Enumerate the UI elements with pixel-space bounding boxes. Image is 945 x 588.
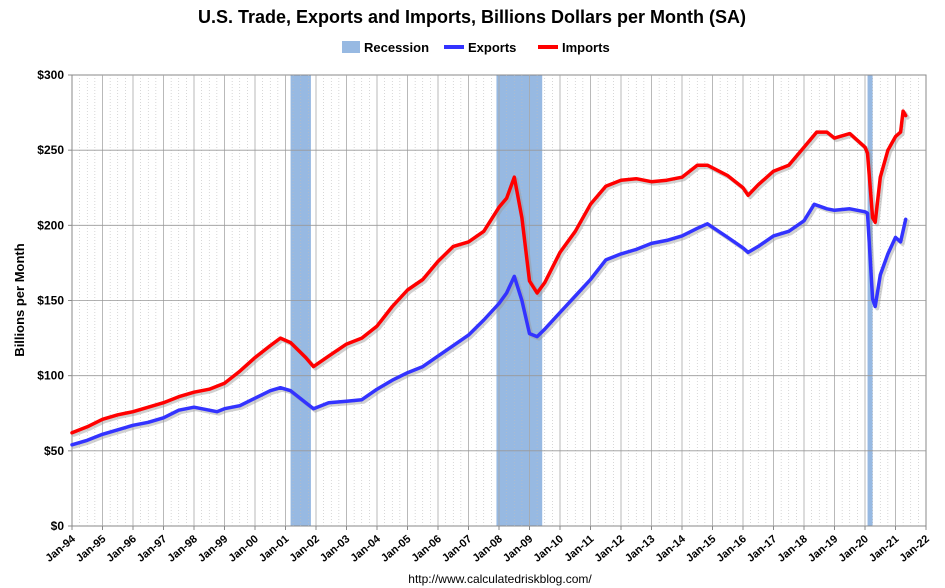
x-tick-label: Jan-01 <box>257 533 291 565</box>
legend-swatch-band <box>342 41 360 53</box>
x-tick-label: Jan-10 <box>532 533 566 565</box>
x-tick-label: Jan-07 <box>440 533 474 565</box>
x-tick-label: Jan-19 <box>806 533 840 565</box>
y-tick-label: $150 <box>37 294 64 308</box>
x-tick-label: Jan-12 <box>593 533 627 565</box>
grid-lines <box>72 75 926 526</box>
x-tick-label: Jan-17 <box>745 533 779 565</box>
x-axis-ticks: Jan-94Jan-95Jan-96Jan-97Jan-98Jan-99Jan-… <box>44 526 932 565</box>
legend-label: Recession <box>364 40 429 55</box>
x-tick-label: Jan-04 <box>349 533 384 565</box>
x-tick-label: Jan-05 <box>379 533 413 565</box>
legend-label: Imports <box>562 40 610 55</box>
y-axis-ticks: $0 $50 $100 $150 $200 $250 $300 <box>37 68 72 533</box>
series-lines <box>70 109 910 449</box>
x-tick-label: Jan-21 <box>867 533 901 565</box>
exports-line <box>70 202 908 447</box>
y-axis-label: Billions per Month <box>12 243 27 356</box>
y-tick-label: $200 <box>37 218 64 232</box>
x-tick-label: Jan-15 <box>684 533 718 565</box>
x-tick-label: Jan-18 <box>776 533 810 565</box>
legend-label: Exports <box>468 40 516 55</box>
x-tick-label: Jan-13 <box>623 533 657 565</box>
x-tick-label: Jan-96 <box>105 533 139 565</box>
x-tick-label: Jan-08 <box>471 533 505 565</box>
x-tick-label: Jan-97 <box>135 533 169 565</box>
x-tick-label: Jan-22 <box>898 533 932 565</box>
x-tick-label: Jan-20 <box>837 533 871 565</box>
x-tick-label: Jan-98 <box>166 533 200 565</box>
imports-line <box>70 109 908 435</box>
x-tick-label: Jan-94 <box>44 533 79 565</box>
y-tick-label: $100 <box>37 369 64 383</box>
y-tick-label: $250 <box>37 143 64 157</box>
y-tick-label: $50 <box>44 444 64 458</box>
chart-legend: Recession Exports Imports <box>342 40 610 55</box>
x-tick-label: Jan-95 <box>74 533 108 565</box>
x-tick-label: Jan-11 <box>562 533 596 564</box>
x-tick-label: Jan-02 <box>288 533 322 565</box>
chart-title: U.S. Trade, Exports and Imports, Billion… <box>198 7 746 27</box>
x-tick-label: Jan-09 <box>501 533 535 565</box>
legend-recession: Recession <box>342 40 429 55</box>
source-url: http://www.calculatedriskblog.com/ <box>408 572 592 586</box>
x-tick-label: Jan-16 <box>715 533 749 565</box>
x-tick-label: Jan-00 <box>227 533 261 565</box>
legend-imports: Imports <box>538 40 610 55</box>
y-tick-label: $0 <box>51 519 65 533</box>
x-tick-label: Jan-14 <box>654 533 689 565</box>
x-tick-label: Jan-03 <box>318 533 352 565</box>
legend-exports: Exports <box>444 40 516 55</box>
x-tick-label: Jan-06 <box>410 533 444 565</box>
x-tick-label: Jan-99 <box>196 533 230 565</box>
y-tick-label: $300 <box>37 68 64 82</box>
